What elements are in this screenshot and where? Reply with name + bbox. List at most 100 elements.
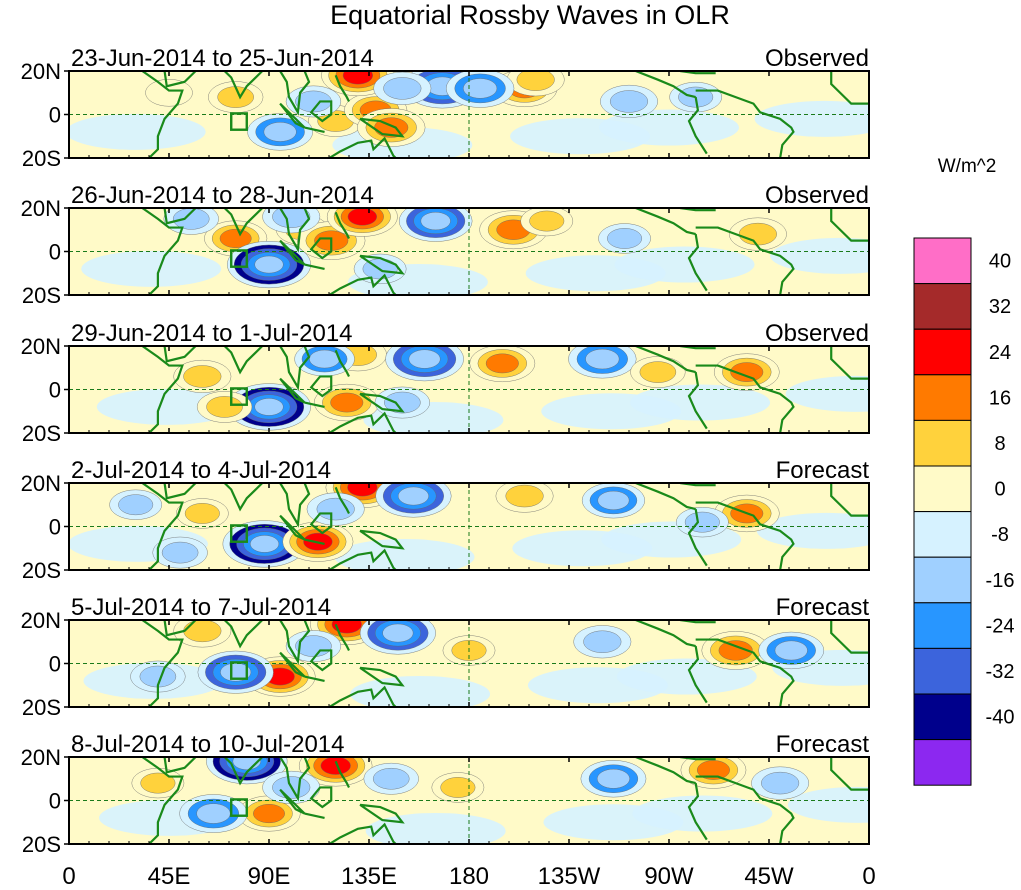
panel-period: 5-Jul-2014 to 7-Jul-2014 (71, 594, 331, 621)
coastline-segment (687, 233, 708, 292)
y-tick-label: 20S (22, 421, 61, 446)
coastline-segment (222, 208, 266, 237)
y-tick-label: 0 (49, 103, 61, 128)
anomaly-field (81, 208, 869, 295)
y-tick-label: 20S (22, 832, 61, 857)
coastline-segment (695, 638, 795, 707)
y-tick-label: 20N (21, 59, 61, 84)
coastline-segment (635, 346, 696, 374)
chart-title: Equatorial Rossby Waves in OLR (330, 0, 730, 30)
coastline-segment (635, 757, 696, 785)
coastline-segment (304, 126, 325, 133)
anomaly-background-blob (756, 512, 869, 549)
anomaly-positive (145, 79, 193, 107)
coastline-segment (309, 649, 333, 672)
coastline-segment (163, 620, 197, 637)
coastline-segment (304, 812, 325, 819)
coastline-segment (304, 538, 325, 545)
coastline-segment (695, 501, 795, 570)
region-box (230, 249, 248, 268)
anomaly-background-blob (614, 246, 755, 283)
anomaly-background-blob (334, 538, 475, 570)
coastline-segment (687, 96, 708, 155)
anomaly-negative (306, 492, 365, 526)
anomaly-positive (506, 71, 565, 97)
anomaly-negative (600, 84, 658, 118)
anomaly-negative (375, 483, 452, 518)
coastline-segment (279, 208, 311, 253)
x-tick-label: 135E (341, 863, 397, 890)
y-tick-label: 20N (21, 608, 61, 633)
coastline-segment (222, 346, 266, 375)
coastline-segment (359, 529, 405, 550)
panel-period: 29-Jun-2014 to 1-Jul-2014 (71, 320, 353, 347)
coastline-segment (309, 237, 333, 260)
colorbar-label: 0 (994, 479, 1005, 501)
anomaly-negative (581, 483, 645, 519)
coastline-segment (830, 71, 869, 105)
colorbar-swatch (913, 237, 972, 285)
anomaly-background-blob (785, 375, 869, 412)
coastline-segment (635, 483, 696, 511)
coastline-segment (222, 757, 266, 786)
coastline-segment (695, 364, 795, 433)
anomaly-background-blob (81, 250, 222, 287)
coastline-segment (334, 760, 350, 788)
coastlines (141, 71, 869, 158)
anomaly-negative (751, 766, 810, 800)
region-box (230, 661, 248, 680)
anomaly-positive (298, 757, 373, 787)
anomaly-positive (208, 81, 264, 113)
anomaly-positive (196, 391, 253, 423)
anomaly-negative (247, 113, 313, 151)
colorbar-swatch (913, 283, 972, 330)
colorbar-label: 32 (989, 296, 1011, 318)
coastline-segment (695, 775, 795, 844)
colorbar-swatch (913, 374, 972, 421)
x-tick-label: 90E (248, 863, 291, 890)
coastlines (141, 757, 869, 844)
anomaly-positive (131, 767, 185, 799)
anomaly-positive (713, 353, 780, 391)
anomaly-negative (359, 620, 436, 655)
panel-2: 20N 0 20S 26-Jun-2014 to 28-Jun-2014 Observe… (21, 182, 870, 308)
coastline-segment (359, 666, 405, 687)
coastline-segment (309, 100, 333, 123)
anomaly-positive (431, 772, 485, 803)
coastline-segment (334, 623, 350, 651)
colorbar-label: -16 (986, 570, 1015, 592)
panel-period: 26-Jun-2014 to 28-Jun-2014 (71, 182, 374, 209)
colorbar-label: 40 (989, 251, 1011, 273)
colorbar-swatch (913, 602, 972, 649)
anomaly-background-blob (69, 113, 206, 150)
y-tick-label: 20S (22, 558, 61, 583)
coastline-segment (359, 254, 405, 275)
anomaly-background-blob (96, 388, 237, 425)
colorbar-swatch (913, 556, 972, 604)
anomaly-negative (568, 346, 637, 379)
region-box (230, 798, 248, 817)
coastline-segment (279, 71, 311, 116)
coastline-segment (695, 226, 795, 295)
coastline-segment (309, 375, 333, 398)
anomaly-negative (152, 536, 208, 569)
colorbar-swatch (913, 739, 972, 786)
coastline-segment (222, 71, 266, 100)
anomaly-negative (363, 762, 419, 795)
coastline-segment (327, 685, 398, 707)
anomaly-background-blob (754, 100, 869, 137)
anomaly-field (83, 620, 869, 707)
coastline-segment (279, 483, 311, 528)
coastline-segment (141, 71, 184, 158)
panel-kind: Forecast (776, 457, 870, 484)
anomaly-background-blob (599, 109, 739, 146)
colorbar-label: -8 (991, 524, 1009, 546)
coastline-segment (327, 548, 398, 570)
colorbar-label: 24 (989, 342, 1011, 364)
x-axis: 0 45E 90E 135E 180 135W 90W 45W 0 (62, 863, 875, 890)
anomaly-negative (758, 631, 825, 670)
colorbar-label: -24 (986, 615, 1015, 637)
y-tick-label: 20N (21, 745, 61, 770)
x-tick-label: 0 (862, 863, 875, 890)
